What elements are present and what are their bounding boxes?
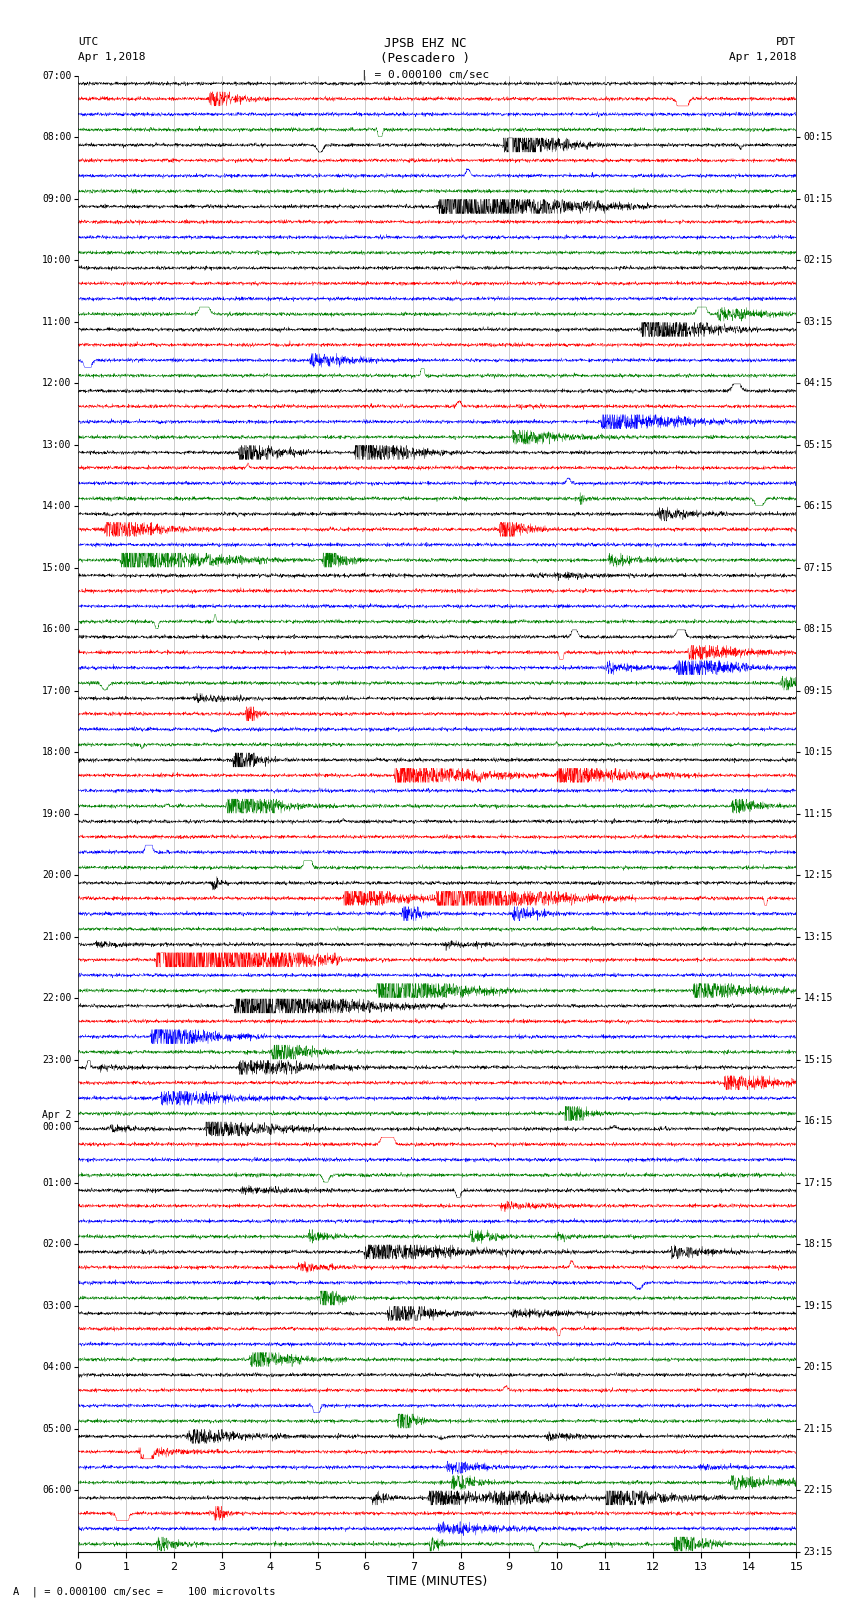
- Text: | = 0.000100 cm/sec: | = 0.000100 cm/sec: [361, 69, 489, 81]
- Text: PDT: PDT: [776, 37, 796, 47]
- Text: Apr 1,2018: Apr 1,2018: [729, 52, 796, 61]
- X-axis label: TIME (MINUTES): TIME (MINUTES): [388, 1574, 487, 1587]
- Text: UTC: UTC: [78, 37, 99, 47]
- Text: A  | = 0.000100 cm/sec =    100 microvolts: A | = 0.000100 cm/sec = 100 microvolts: [13, 1586, 275, 1597]
- Text: Apr 1,2018: Apr 1,2018: [78, 52, 145, 61]
- Text: JPSB EHZ NC: JPSB EHZ NC: [383, 37, 467, 50]
- Text: (Pescadero ): (Pescadero ): [380, 52, 470, 65]
